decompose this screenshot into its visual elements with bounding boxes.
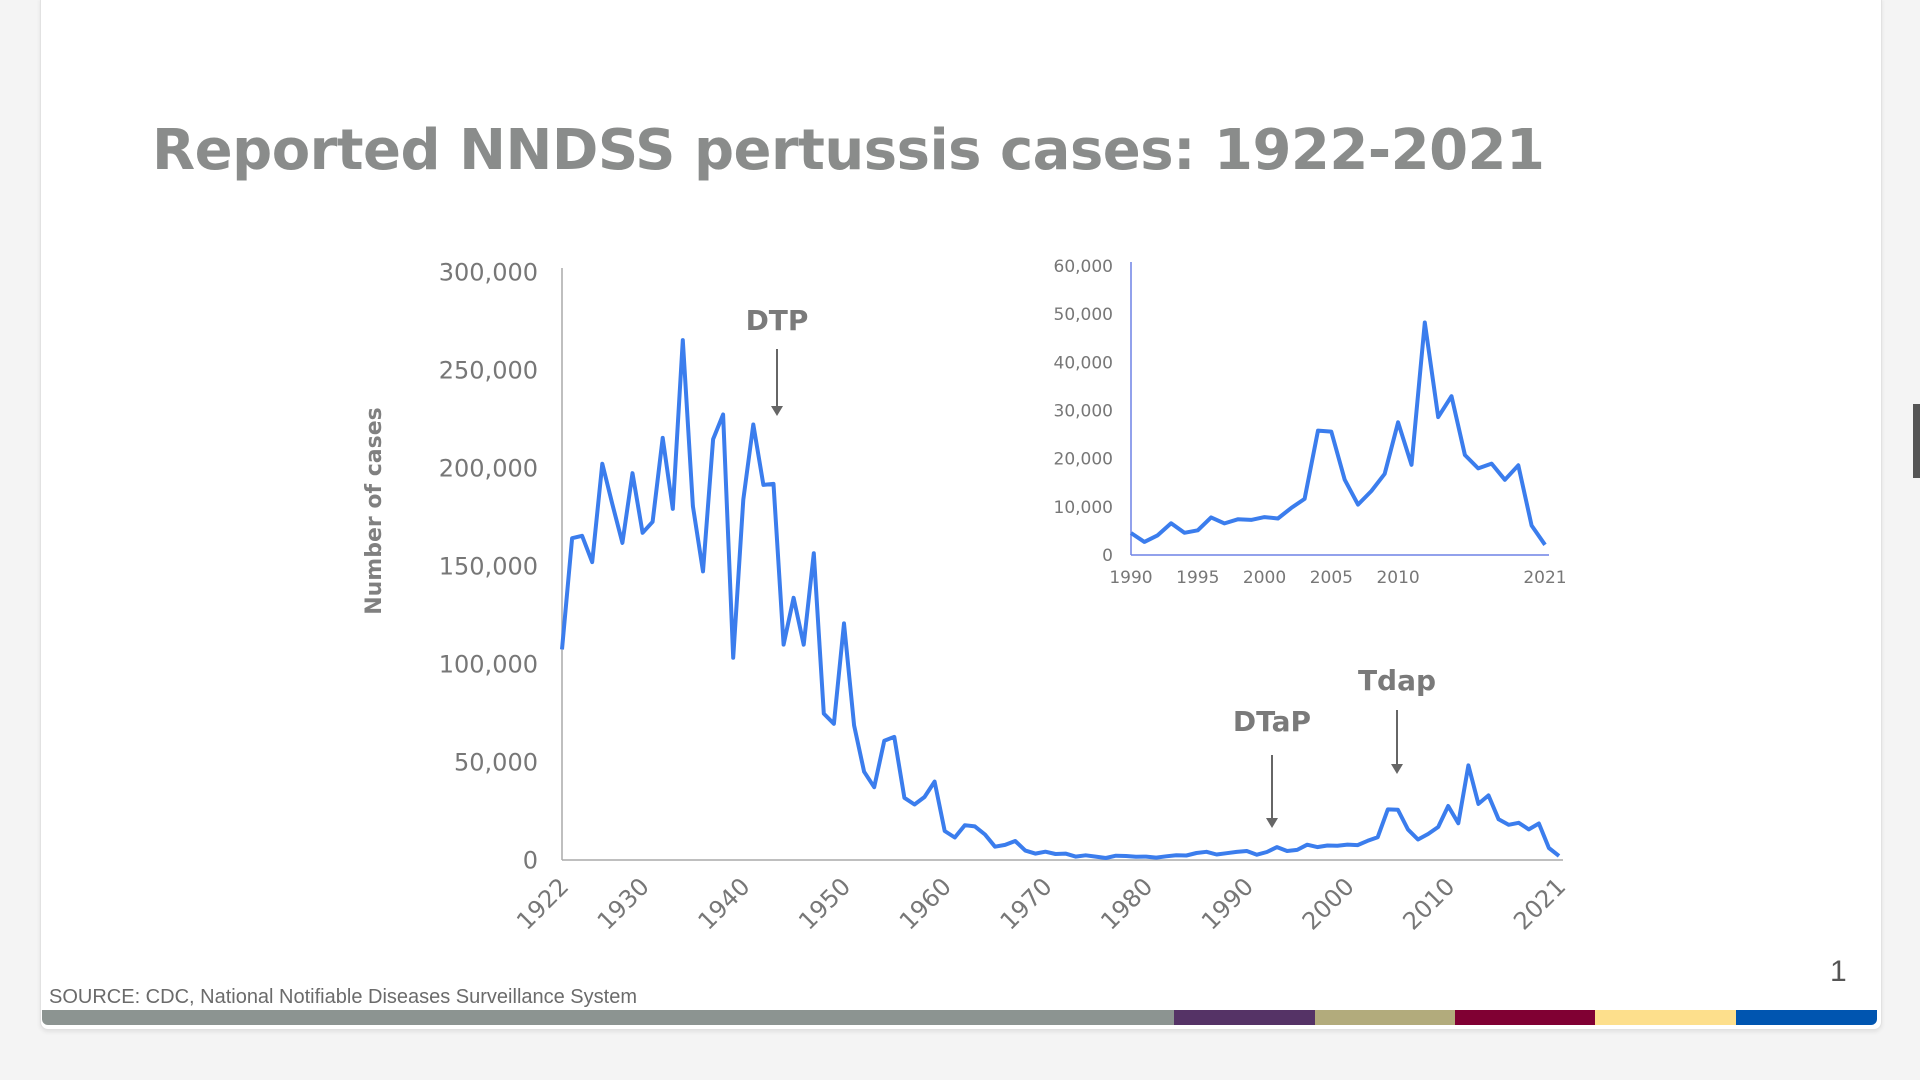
footer-segment	[1174, 1010, 1315, 1025]
annotation-label: DTaP	[1233, 705, 1311, 738]
x-tick-label: 1930	[592, 872, 655, 935]
footer-segment	[42, 1010, 1174, 1025]
footer-segment	[1315, 1010, 1455, 1025]
arrow-head-icon	[771, 406, 783, 416]
y-tick-label: 50,000	[454, 748, 538, 776]
y-tick-label: 60,000	[1054, 257, 1113, 277]
annotation-label: DTP	[746, 304, 809, 337]
slide	[40, 0, 1882, 1030]
y-tick-label: 0	[523, 846, 538, 874]
annotation-label: Tdap	[1358, 664, 1436, 697]
page-number: 1	[1830, 955, 1847, 988]
footer-segment	[1455, 1010, 1595, 1025]
x-tick-label: 1990	[1109, 568, 1152, 588]
y-tick-label: 40,000	[1054, 353, 1113, 373]
arrow-head-icon	[1266, 818, 1278, 828]
x-tick-label: 1950	[793, 872, 856, 935]
x-tick-label: 2000	[1243, 568, 1286, 588]
x-tick-label: 1980	[1095, 872, 1158, 935]
y-tick-label: 200,000	[439, 454, 538, 482]
x-tick-label: 1990	[1196, 872, 1259, 935]
y-tick-label: 150,000	[439, 552, 538, 580]
x-tick-label: 2000	[1297, 872, 1360, 935]
x-tick-label: 1970	[995, 872, 1058, 935]
x-tick-label: 1995	[1176, 568, 1219, 588]
scrollbar[interactable]	[1913, 404, 1920, 478]
x-tick-label: 1940	[693, 872, 756, 935]
x-tick-label: 2010	[1397, 872, 1460, 935]
y-axis-title: Number of cases	[362, 407, 387, 615]
data-line	[1129, 320, 1547, 546]
y-tick-label: 300,000	[439, 258, 538, 286]
y-tick-label: 100,000	[439, 650, 538, 678]
y-tick-label: 250,000	[439, 356, 538, 384]
y-tick-label: 20,000	[1054, 450, 1113, 470]
slide-title: Reported NNDSS pertussis cases: 1922-202…	[152, 118, 1545, 183]
y-tick-label: 0	[1102, 546, 1113, 566]
x-tick-label: 2010	[1376, 568, 1419, 588]
x-tick-label: 1922	[511, 872, 574, 935]
arrow-head-icon	[1391, 764, 1403, 774]
source-note: SOURCE: CDC, National Notifiable Disease…	[49, 986, 637, 1008]
y-tick-label: 30,000	[1054, 401, 1113, 421]
x-tick-label: 2021	[1523, 568, 1566, 588]
footer-segment	[1736, 1010, 1877, 1025]
x-tick-label: 2005	[1310, 568, 1353, 588]
footer-segment	[1595, 1010, 1736, 1025]
x-tick-label: 2021	[1508, 872, 1571, 935]
x-tick-label: 1960	[894, 872, 957, 935]
y-tick-label: 10,000	[1054, 498, 1113, 518]
y-tick-label: 50,000	[1054, 305, 1113, 325]
data-line	[560, 338, 1561, 860]
